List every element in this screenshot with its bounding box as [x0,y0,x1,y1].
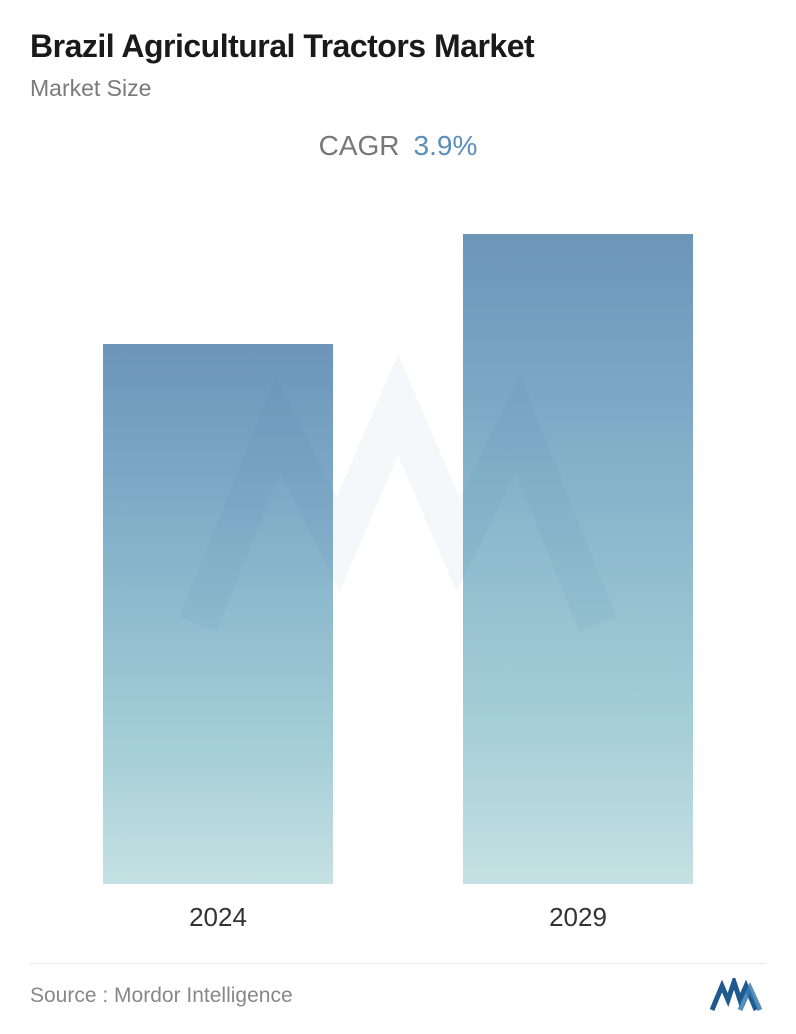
brand-logo [710,978,766,1014]
bar-label-1: 2029 [549,902,607,933]
bar-group-0: 2024 [103,344,333,933]
chart-area: 2024 2029 [30,182,766,933]
chart-subtitle: Market Size [30,75,766,102]
cagr-value: 3.9% [414,130,478,162]
bar-group-1: 2029 [463,234,693,933]
chart-container: Brazil Agricultural Tractors Market Mark… [0,0,796,1034]
logo-icon [710,978,766,1014]
footer: Source : Mordor Intelligence [30,963,766,1014]
bar-1 [463,234,693,884]
source-text: Source : Mordor Intelligence [30,984,293,1008]
bar-0 [103,344,333,884]
chart-title: Brazil Agricultural Tractors Market [30,28,766,65]
cagr-label: CAGR [319,130,400,162]
bar-label-0: 2024 [189,902,247,933]
cagr-row: CAGR 3.9% [30,130,766,162]
